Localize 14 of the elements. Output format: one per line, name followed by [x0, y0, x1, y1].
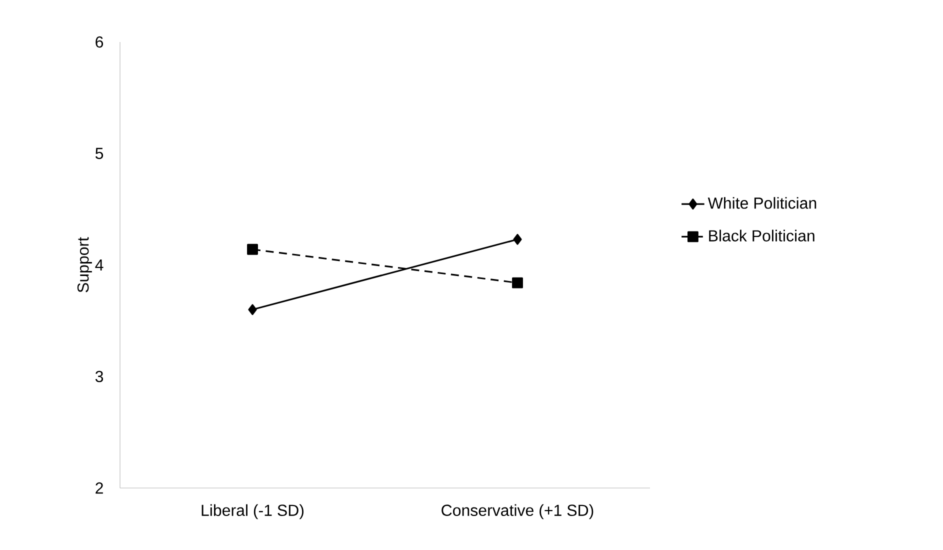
- y-tick-label: 4: [95, 259, 104, 270]
- point: [512, 277, 523, 288]
- x-tick-label: Liberal (-1 SD): [202, 504, 304, 520]
- y-tick-label: 5: [95, 148, 104, 160]
- y-tick-label: 2: [96, 482, 103, 494]
- x-tick-label: Conservative (+1 SD): [442, 504, 594, 520]
- y-axis-title: Support: [77, 237, 92, 292]
- point: [248, 304, 257, 316]
- point: [513, 234, 522, 245]
- legend-label: Black Politician: [709, 230, 814, 242]
- legend-label: White Politician: [708, 197, 816, 209]
- y-tick-label: 6: [96, 36, 104, 48]
- y-tick-label: 3: [95, 370, 104, 382]
- point: [247, 244, 258, 255]
